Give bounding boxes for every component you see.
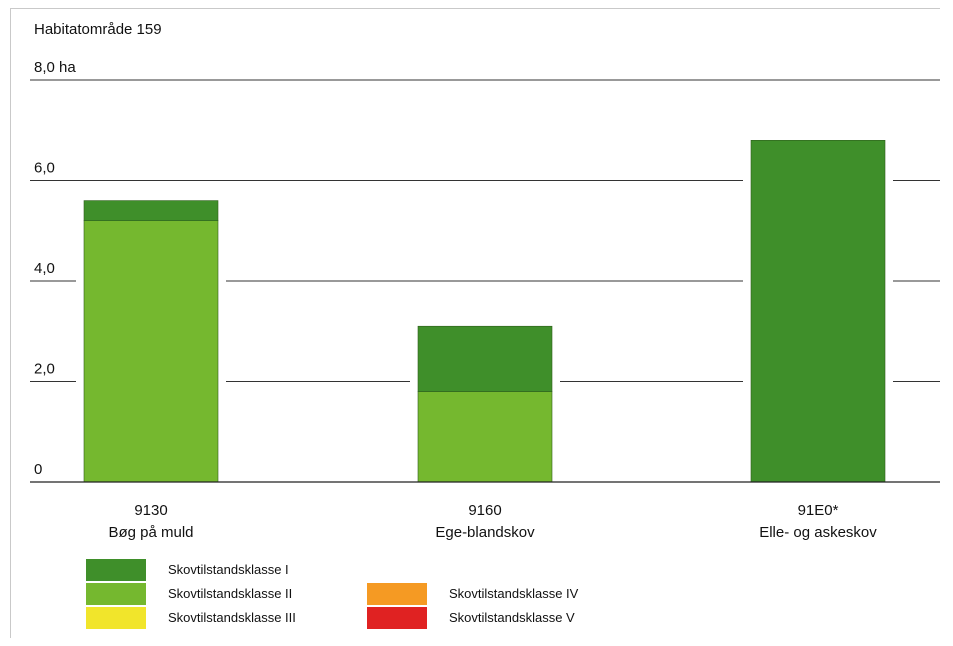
bar-segment bbox=[417, 391, 553, 483]
bars bbox=[30, 139, 940, 483]
legend-swatch bbox=[367, 583, 427, 605]
bar-segment bbox=[417, 325, 553, 392]
legend-label: Skovtilstandsklasse V bbox=[449, 610, 575, 625]
y-tick-label: 2,0 bbox=[34, 361, 55, 378]
legend-swatch bbox=[86, 583, 146, 605]
legend-swatch bbox=[367, 607, 427, 629]
y-tick-label: 4,0 bbox=[34, 260, 55, 277]
category-code: 9160 bbox=[468, 502, 501, 519]
legend-swatch bbox=[86, 607, 146, 629]
y-tick-label: 6,0 bbox=[34, 160, 55, 177]
category-name: Elle- og askeskov bbox=[759, 524, 877, 541]
category-labels: 9130 Bøg på muld 9160 Ege-blandskov 91E0* Ell… bbox=[108, 502, 877, 541]
bar-segment bbox=[83, 220, 219, 483]
category-code: 9130 bbox=[134, 502, 167, 519]
y-tick-label: 0 bbox=[34, 461, 42, 478]
legend-label: Skovtilstandsklasse III bbox=[168, 610, 296, 625]
legend-swatch bbox=[86, 559, 146, 581]
category-name: Ege-blandskov bbox=[435, 524, 535, 541]
category-code: 91E0* bbox=[798, 502, 839, 519]
bar-segment bbox=[83, 200, 219, 222]
legend-label: Skovtilstandsklasse IV bbox=[449, 586, 579, 601]
y-axis-ticks: 0 2,0 4,0 6,0 8,0 ha bbox=[34, 59, 76, 478]
chart-title: Habitatområde 159 bbox=[34, 21, 162, 38]
chart-frame bbox=[10, 8, 940, 638]
legend-label: Skovtilstandsklasse II bbox=[168, 586, 292, 601]
legend-label: Skovtilstandsklasse I bbox=[168, 562, 289, 577]
category-name: Bøg på muld bbox=[108, 524, 193, 541]
bar-segment bbox=[750, 140, 886, 483]
y-tick-label: 8,0 ha bbox=[34, 59, 76, 76]
legend: Skovtilstandsklasse I Skovtilstandsklasse… bbox=[86, 559, 579, 629]
